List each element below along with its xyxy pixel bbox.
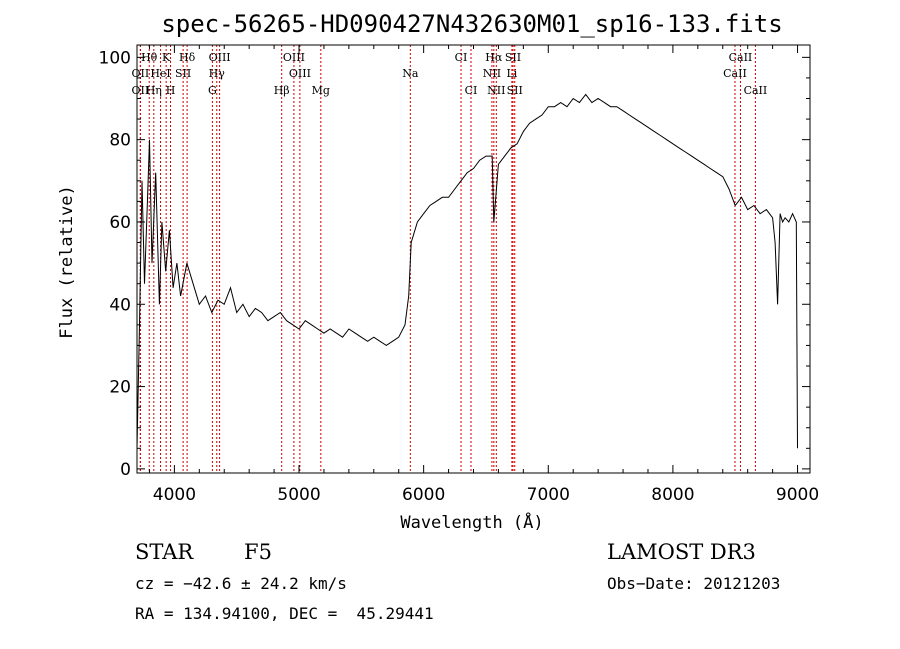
x-tick-label: 7000 (527, 485, 570, 505)
x-tick-label: 8000 (651, 485, 694, 505)
spectral-line-label: SII (507, 84, 523, 97)
spectral-line-label: Hη (146, 84, 162, 97)
spectral-line-label: K (162, 51, 171, 64)
spectral-line-label: Hα (485, 51, 503, 64)
y-axis-ticks: 0 20 40 60 80 100 (99, 48, 810, 480)
x-axis-ticks: 4000 5000 6000 7000 8000 9000 (148, 45, 819, 505)
x-tick-label: 9000 (776, 485, 819, 505)
spectral-line-label: NII (483, 67, 501, 80)
spectral-line-label: CaII (744, 84, 768, 97)
object-subclass: F5 (244, 540, 272, 564)
y-tick-label: 60 (109, 213, 131, 233)
spectral-line-label: CaII (723, 67, 747, 80)
spectral-line-label: Li (506, 67, 517, 80)
spectral-line-label: SII (505, 51, 521, 64)
spectral-line-label: SII (175, 67, 191, 80)
redshift-info: cz = −42.6 ± 24.2 km/s (135, 574, 347, 593)
spectral-line-label: OII (132, 84, 150, 97)
survey-name: LAMOST DR3 (607, 540, 756, 564)
spectrum-series-line (136, 93, 798, 449)
spectral-line-label: OIII (283, 51, 305, 64)
spectral-line-label: OIII (209, 51, 231, 64)
y-tick-label: 20 (109, 378, 131, 398)
spectral-line-label: Hβ (274, 84, 290, 97)
y-axis-label: Flux (relative) (57, 185, 77, 339)
object-class: STAR (135, 540, 194, 564)
y-tick-label: 100 (99, 48, 131, 68)
coordinates-info: RA = 134.94100, DEC = 45.29441 (135, 604, 434, 623)
spectral-line-markers (139, 45, 756, 473)
observation-date: Obs−Date: 20121203 (607, 574, 781, 593)
spectral-line-label: OII (132, 67, 150, 80)
spectral-line-label: CI (465, 84, 478, 97)
spectral-line-label: Na (402, 67, 419, 80)
chart-title: spec-56265-HD090427N432630M01_sp16-133.f… (161, 10, 782, 38)
y-tick-label: 40 (109, 295, 131, 315)
spectral-line-label: H (166, 84, 176, 97)
spectral-line-label: OIII (289, 67, 311, 80)
x-tick-label: 6000 (402, 485, 445, 505)
spectral-line-label: G (208, 84, 217, 97)
spectral-line-label: NII (487, 84, 505, 97)
spectral-line-label: HeI (150, 67, 170, 80)
plot-frame (136, 44, 811, 474)
x-tick-label: 4000 (153, 485, 196, 505)
spectral-line-label: Mg (312, 84, 330, 97)
spectral-line-label: Hδ (179, 51, 196, 64)
y-tick-label: 80 (109, 131, 131, 151)
x-tick-label: 5000 (277, 485, 320, 505)
y-tick-label: 0 (120, 460, 131, 480)
spectral-line-label: CaII (729, 51, 753, 64)
spectral-line-label: CI (455, 51, 468, 64)
spectral-line-label: Hγ (209, 67, 226, 80)
spectral-line-label: Hθ (141, 51, 158, 64)
x-axis-label: Wavelength (Å) (400, 511, 543, 533)
